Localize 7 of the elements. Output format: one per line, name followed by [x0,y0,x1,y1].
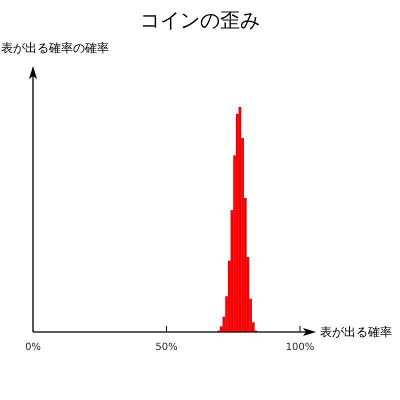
x-tick-label: 50% [155,342,178,353]
x-tick-label: 100% [286,342,314,353]
chart-title: コインの歪み [140,8,260,32]
x-tick-label: 0% [25,342,41,353]
y-axis-title: 表が出る確率の確率 [1,41,109,55]
bar [238,107,242,332]
x-axis-title: 表が出る確率 [320,325,392,339]
